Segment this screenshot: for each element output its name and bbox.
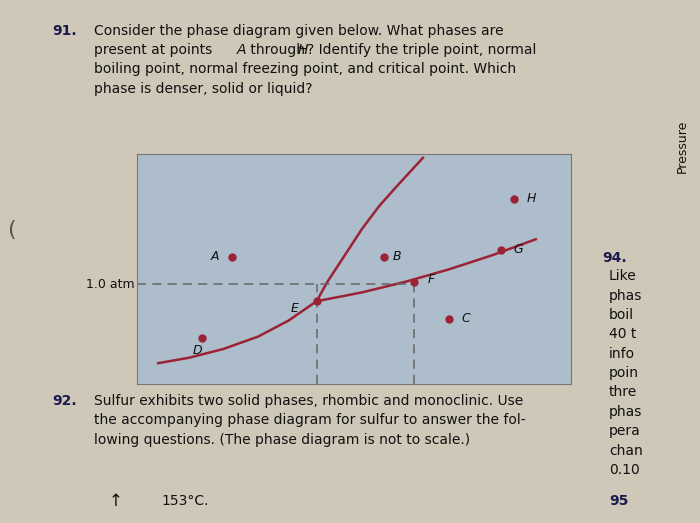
- Text: 153°C.: 153°C.: [161, 494, 209, 508]
- Text: 40 t: 40 t: [609, 327, 636, 342]
- Text: lowing questions. (The phase diagram is not to scale.): lowing questions. (The phase diagram is …: [94, 433, 470, 447]
- Text: H: H: [298, 43, 308, 57]
- Text: thre: thre: [609, 385, 637, 400]
- Text: present at points: present at points: [94, 43, 217, 57]
- Text: A: A: [237, 43, 246, 57]
- Text: B: B: [393, 251, 401, 264]
- Text: 94.: 94.: [602, 251, 626, 265]
- Text: Sulfur exhibits two solid phases, rhombic and monoclinic. Use: Sulfur exhibits two solid phases, rhombi…: [94, 394, 524, 408]
- Text: (: (: [7, 220, 15, 240]
- Text: H: H: [527, 192, 536, 205]
- Text: G: G: [514, 243, 523, 256]
- Text: boil: boil: [609, 308, 634, 322]
- Text: through: through: [246, 43, 310, 57]
- Text: poin: poin: [609, 366, 639, 380]
- Text: Consider the phase diagram given below. What phases are: Consider the phase diagram given below. …: [94, 24, 504, 38]
- Text: Pressure: Pressure: [676, 120, 689, 173]
- Text: ? Identify the triple point, normal: ? Identify the triple point, normal: [307, 43, 536, 57]
- Text: pera: pera: [609, 424, 640, 438]
- Text: F: F: [428, 274, 435, 287]
- Text: phase is denser, solid or liquid?: phase is denser, solid or liquid?: [94, 82, 313, 96]
- Text: C: C: [462, 312, 470, 325]
- Text: 91.: 91.: [52, 24, 77, 38]
- Text: 0.10: 0.10: [609, 463, 640, 477]
- Text: the accompanying phase diagram for sulfur to answer the fol-: the accompanying phase diagram for sulfu…: [94, 413, 526, 427]
- Text: D: D: [193, 344, 202, 357]
- Text: boiling point, normal freezing point, and critical point. Which: boiling point, normal freezing point, an…: [94, 62, 517, 76]
- Text: phas: phas: [609, 289, 643, 303]
- Text: 1.0 atm: 1.0 atm: [85, 278, 134, 291]
- Text: phas: phas: [609, 405, 643, 419]
- Text: Like: Like: [609, 269, 637, 283]
- Text: 92.: 92.: [52, 394, 77, 408]
- Text: info: info: [609, 347, 635, 361]
- Text: E: E: [291, 302, 299, 315]
- Text: 95: 95: [609, 494, 629, 508]
- Text: A: A: [211, 251, 219, 264]
- Text: chan: chan: [609, 444, 643, 458]
- Text: ↑: ↑: [108, 492, 122, 509]
